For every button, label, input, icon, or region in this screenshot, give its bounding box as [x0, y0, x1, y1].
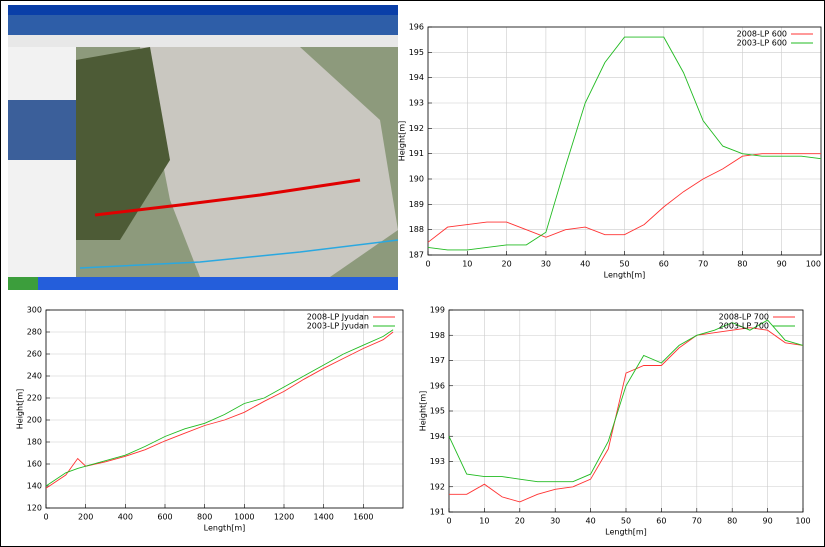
y-tick-label: 192	[409, 124, 424, 133]
side-panel	[8, 47, 76, 277]
x-tick-label: 400	[118, 513, 133, 522]
x-tick-label: 40	[586, 517, 596, 526]
app-header	[8, 15, 398, 35]
legend-label: 2003-LP Jyudan	[307, 322, 369, 331]
x-tick-label: 0	[43, 513, 48, 522]
y-tick-label: 140	[27, 482, 42, 491]
x-tick-label: 800	[197, 513, 212, 522]
x-tick-label: 70	[692, 517, 702, 526]
x-tick-label: 1000	[234, 513, 254, 522]
y-axis-label: Height[m]	[16, 389, 25, 429]
y-tick-label: 196	[409, 23, 424, 32]
x-tick-label: 0	[425, 260, 430, 269]
y-tick-label: 120	[27, 504, 42, 513]
x-tick-label: 60	[659, 260, 669, 269]
y-tick-label: 193	[409, 99, 424, 108]
legend-label: 2008-LP Jyudan	[307, 313, 369, 322]
x-tick-label: 200	[78, 513, 93, 522]
y-axis-label: Height[m]	[419, 391, 428, 431]
x-tick-label: 10	[479, 517, 489, 526]
y-tick-label: 195	[430, 407, 445, 416]
y-tick-label: 191	[430, 508, 445, 517]
x-tick-label: 0	[446, 517, 451, 526]
x-tick-label: 50	[621, 517, 631, 526]
y-tick-label: 192	[430, 482, 445, 491]
x-tick-label: 90	[777, 260, 787, 269]
x-axis-label: Length[m]	[204, 524, 246, 533]
y-tick-label: 188	[409, 225, 424, 234]
taskbar	[8, 277, 398, 290]
x-tick-label: 1400	[313, 513, 333, 522]
legend-label: 2008-LP 700	[719, 313, 769, 322]
toolbar	[8, 35, 398, 47]
y-axis-label: Height[m]	[398, 121, 407, 161]
x-tick-label: 60	[656, 517, 666, 526]
y-tick-label: 240	[27, 372, 42, 381]
y-tick-label: 198	[430, 331, 445, 340]
x-tick-label: 20	[502, 260, 512, 269]
title-bar	[8, 5, 398, 15]
x-tick-label: 80	[737, 260, 747, 269]
x-tick-label: 1600	[353, 513, 373, 522]
x-tick-label: 30	[550, 517, 560, 526]
page: 187 188 189 190 191 192 193 194 195 196 0 10 20 30 40 5…	[0, 0, 825, 547]
y-tick-label: 195	[409, 48, 424, 57]
y-tick-label: 160	[27, 460, 42, 469]
x-tick-label: 30	[541, 260, 551, 269]
x-tick-label: 70	[698, 260, 708, 269]
y-tick-label: 300	[27, 306, 42, 315]
side-menu	[8, 100, 76, 160]
x-axis-label: Length[m]	[605, 528, 647, 537]
x-axis-label: Length[m]	[604, 271, 646, 280]
x-tick-label: 1200	[274, 513, 294, 522]
legend-label: 2003-LP 700	[719, 322, 769, 331]
legend-label: 2008-LP 600	[737, 30, 787, 39]
y-tick-label: 187	[409, 251, 424, 260]
y-tick-label: 189	[409, 200, 424, 209]
x-tick-label: 40	[580, 260, 590, 269]
y-tick-label: 194	[409, 73, 424, 82]
y-tick-label: 197	[430, 356, 445, 365]
y-tick-label: 220	[27, 394, 42, 403]
y-tick-label: 180	[27, 438, 42, 447]
x-tick-label: 90	[763, 517, 773, 526]
legend-label: 2003-LP 600	[737, 39, 787, 48]
y-tick-label: 196	[430, 381, 445, 390]
y-tick-label: 191	[409, 149, 424, 158]
x-tick-label: 80	[727, 517, 737, 526]
x-tick-label: 20	[515, 517, 525, 526]
start-button[interactable]	[8, 277, 38, 290]
screenshot	[8, 5, 398, 290]
x-tick-label: 600	[157, 513, 172, 522]
y-tick-label: 190	[409, 175, 424, 184]
y-tick-label: 193	[430, 457, 445, 466]
x-tick-label: 50	[619, 260, 629, 269]
y-tick-label: 194	[430, 432, 445, 441]
x-tick-label: 10	[462, 260, 472, 269]
x-tick-label: 100	[806, 260, 821, 269]
y-tick-label: 199	[430, 306, 445, 315]
y-tick-label: 200	[27, 416, 42, 425]
x-tick-label: 100	[795, 517, 810, 526]
y-tick-label: 260	[27, 350, 42, 359]
y-tick-label: 280	[27, 328, 42, 337]
